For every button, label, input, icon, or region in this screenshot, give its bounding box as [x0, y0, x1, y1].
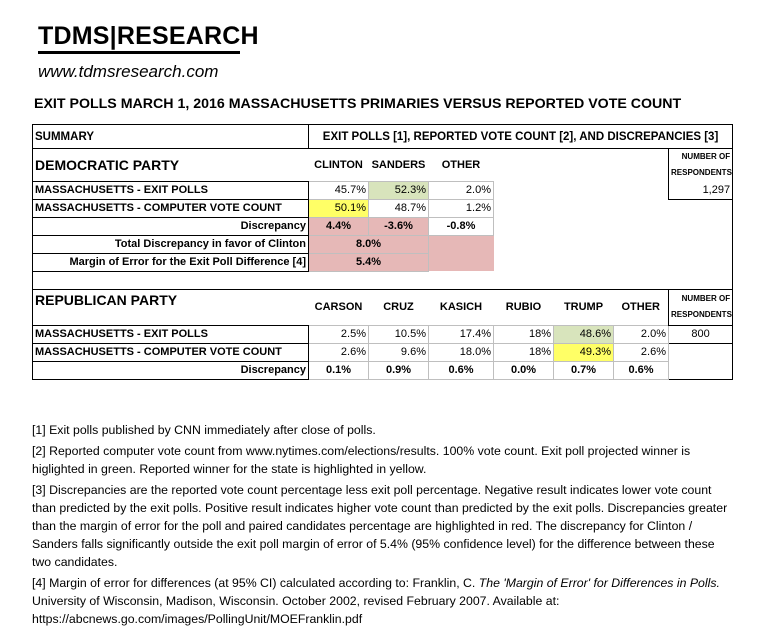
footnote-2: [2] Reported computer vote count from ww…	[32, 444, 691, 476]
rep-disc-label: Discrepancy	[32, 360, 309, 380]
rep-disc-kasich: 0.6%	[428, 360, 494, 380]
dem-disc-row: Discrepancy 4.4% -3.6% -0.8%	[32, 216, 734, 236]
dem-exit-row: MASSACHUSETTS - EXIT POLLS 45.7% 52.3% 2…	[32, 180, 734, 200]
rep-count-carson: 2.6%	[308, 342, 369, 362]
rep-candidate-other: OTHER	[621, 301, 661, 313]
dem-moe-label: Margin of Error for the Exit Poll Differ…	[32, 252, 309, 272]
dem-disc-other: -0.8%	[428, 216, 494, 236]
dem-count-other: 1.2%	[428, 198, 494, 218]
rep-disc-other: 0.6%	[613, 360, 669, 380]
rep-disc-cruz: 0.9%	[368, 360, 429, 380]
dem-disc-label: Discrepancy	[32, 216, 309, 236]
dem-total-label: Total Discrepancy in favor of Clinton	[32, 234, 309, 254]
dem-count-sanders: 48.7%	[368, 198, 429, 218]
rep-disc-row: Discrepancy 0.1% 0.9% 0.6% 0.0% 0.7% 0.6…	[32, 360, 734, 380]
dem-exit-sanders: 52.3%	[368, 180, 429, 200]
rep-count-kasich: 18.0%	[428, 342, 494, 362]
dem-respondents-label-2: RESPONDENTS	[671, 168, 732, 177]
footnote-4: [4] Margin of error for differences (at …	[32, 574, 732, 628]
dem-count-clinton: 50.1%	[308, 198, 369, 218]
logo: TDMS|RESEARCH	[38, 22, 259, 50]
dem-exit-clinton: 45.7%	[308, 180, 369, 200]
summary-subtitle: EXIT POLLS [1], REPORTED VOTE COUNT [2],…	[308, 124, 734, 149]
dem-candidate-sanders: SANDERS	[371, 158, 426, 171]
dem-moe-row: Margin of Error for the Exit Poll Differ…	[32, 252, 734, 272]
rep-count-trump: 49.3%	[553, 342, 614, 362]
dem-header-row: DEMOCRATIC PARTY CLINTON SANDERS OTHER N…	[32, 148, 734, 181]
dem-total-row: Total Discrepancy in favor of Clinton 8.…	[32, 234, 734, 254]
dem-respondents: 1,297	[667, 181, 734, 200]
rep-exit-trump: 48.6%	[553, 324, 614, 344]
rep-exit-kasich: 17.4%	[428, 324, 494, 344]
summary-header-row: SUMMARY EXIT POLLS [1], REPORTED VOTE CO…	[32, 124, 734, 149]
rep-disc-carson: 0.1%	[308, 360, 369, 380]
dem-count-label: MASSACHUSETTS - COMPUTER VOTE COUNT	[32, 198, 309, 218]
dem-moe-value: 5.4%	[308, 252, 429, 272]
rep-party-title: REPUBLICAN PARTY	[32, 289, 309, 325]
dem-disc-clinton: 4.4%	[308, 216, 369, 236]
rep-candidate-carson: CARSON	[314, 301, 363, 313]
site-url: www.tdmsresearch.com	[38, 62, 219, 81]
page-title: EXIT POLLS MARCH 1, 2016 MASSACHUSETTS P…	[34, 96, 682, 112]
rep-candidate-kasich: KASICH	[439, 301, 483, 313]
dem-party-title: DEMOCRATIC PARTY	[32, 148, 309, 181]
rep-exit-rubio: 18%	[493, 324, 554, 344]
rep-candidate-rubio: RUBIO	[505, 301, 542, 313]
footnote-1: [1] Exit polls published by CNN immediat…	[32, 423, 376, 437]
rep-respondents: 800	[667, 324, 734, 344]
footnotes: [1] Exit polls published by CNN immediat…	[32, 421, 732, 631]
rep-respondents-label-2: RESPONDENTS	[671, 310, 732, 319]
footnote-4-text-a: [4] Margin of error for differences (at …	[32, 576, 479, 590]
rep-respondents-header: NUMBER OF RESPONDENTS	[667, 289, 734, 325]
results-table: SUMMARY EXIT POLLS [1], REPORTED VOTE CO…	[32, 124, 734, 380]
dem-exit-label: MASSACHUSETTS - EXIT POLLS	[32, 180, 309, 200]
rep-exit-cruz: 10.5%	[368, 324, 429, 344]
rep-exit-row: MASSACHUSETTS - EXIT POLLS 2.5% 10.5% 17…	[32, 324, 734, 344]
dem-respondents-label-1: NUMBER OF	[681, 152, 731, 161]
dem-disc-sanders: -3.6%	[368, 216, 429, 236]
rep-candidate-trump: TRUMP	[563, 301, 604, 313]
rep-disc-trump: 0.7%	[553, 360, 614, 380]
dem-count-row: MASSACHUSETTS - COMPUTER VOTE COUNT 50.1…	[32, 198, 734, 218]
dem-exit-other: 2.0%	[428, 180, 494, 200]
summary-label: SUMMARY	[32, 124, 309, 149]
footnote-4-text-c: University of Wisconsin, Madison, Wiscon…	[32, 594, 560, 626]
dem-respondents-header: NUMBER OF RESPONDENTS	[667, 148, 734, 181]
dem-candidate-other: OTHER	[441, 158, 481, 171]
rep-candidate-cruz: CRUZ	[383, 301, 414, 313]
rep-exit-other: 2.0%	[613, 324, 669, 344]
dem-total-value: 8.0%	[308, 234, 429, 254]
dem-candidate-clinton: CLINTON	[314, 158, 363, 171]
rep-exit-label: MASSACHUSETTS - EXIT POLLS	[32, 324, 309, 344]
rep-exit-carson: 2.5%	[308, 324, 369, 344]
rep-disc-rubio: 0.0%	[493, 360, 554, 380]
rep-header-row: REPUBLICAN PARTY CARSON CRUZ KASICH RUBI…	[32, 289, 734, 325]
footnote-3: [3] Discrepancies are the reported vote …	[32, 483, 728, 569]
rep-count-cruz: 9.6%	[368, 342, 429, 362]
rep-count-row: MASSACHUSETTS - COMPUTER VOTE COUNT 2.6%…	[32, 342, 734, 362]
rep-respondents-label-1: NUMBER OF	[681, 294, 731, 303]
rep-count-label: MASSACHUSETTS - COMPUTER VOTE COUNT	[32, 342, 309, 362]
rep-count-other: 2.6%	[613, 342, 669, 362]
logo-underline	[38, 51, 240, 54]
rep-count-rubio: 18%	[493, 342, 554, 362]
footnote-4-citation-title: The 'Margin of Error' for Differences in…	[478, 576, 720, 590]
